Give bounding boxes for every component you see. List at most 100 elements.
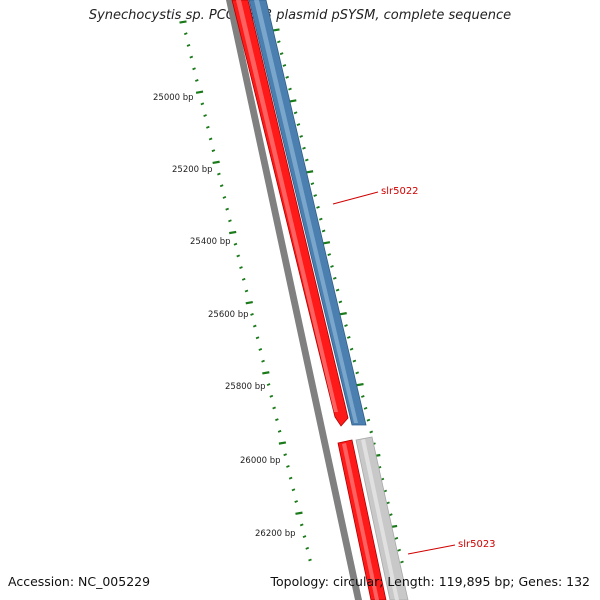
gc-tick	[245, 301, 253, 305]
gc-tick	[206, 125, 210, 129]
gc-tick	[302, 535, 307, 539]
gc-tick	[338, 300, 343, 304]
gc-tick	[335, 288, 340, 292]
gc-tick	[344, 324, 348, 327]
gc-tick	[229, 230, 237, 235]
gc-tick	[285, 75, 290, 79]
gc-tick	[332, 276, 337, 280]
gc-tick	[252, 324, 257, 328]
gc-tick	[366, 418, 371, 422]
gc-tick	[279, 52, 284, 56]
gc-tick	[397, 548, 402, 552]
gc-tick	[346, 335, 351, 339]
gc-tick	[278, 441, 287, 445]
gc-tick	[277, 429, 282, 433]
ruler-label: 25800 bp	[225, 382, 266, 392]
gc-tick	[269, 394, 274, 398]
gc-tick	[266, 383, 271, 387]
gc-tick	[255, 336, 260, 340]
gc-tick	[262, 371, 270, 375]
gc-tick	[228, 219, 232, 223]
gc-tick	[294, 500, 299, 503]
gc-tick	[250, 312, 254, 316]
gc-tick	[233, 242, 238, 246]
gc-tick	[313, 194, 318, 197]
gc-tick	[195, 90, 204, 94]
gene-slr5023-grey-block[interactable]	[355, 436, 409, 600]
gc-tick	[339, 312, 347, 316]
gc-tick	[217, 172, 221, 176]
gene-slr5022-red-highlight	[236, 0, 338, 412]
gc-tick	[239, 266, 243, 270]
gc-tick	[296, 123, 301, 127]
gc-tick	[363, 406, 368, 410]
gene-label-slr5023[interactable]: slr5023	[458, 539, 496, 550]
gc-tick	[304, 158, 309, 162]
gc-tick	[356, 382, 364, 387]
gc-tick	[349, 347, 354, 351]
gc-tick	[308, 558, 312, 562]
ruler-label: 26200 bp	[255, 529, 296, 539]
gc-tick	[288, 476, 293, 480]
ruler-label: 25000 bp	[153, 93, 194, 103]
gc-tick	[322, 241, 331, 245]
gc-tick	[327, 253, 332, 257]
ruler-label: 25600 bp	[208, 310, 249, 320]
gc-tick	[244, 289, 249, 293]
gc-tick	[222, 195, 227, 199]
gc-tick	[355, 371, 360, 375]
slr5023-callout-line	[407, 544, 456, 555]
ruler-labels: 25000 bp 25200 bp 25400 bp 25600 bp 2580…	[153, 93, 296, 539]
gc-tick	[208, 137, 213, 141]
gc-tick	[302, 146, 306, 150]
gc-tick	[192, 67, 196, 71]
gc-tick	[282, 64, 287, 67]
gc-tick	[219, 184, 224, 188]
gc-tick	[241, 277, 246, 281]
gc-tick	[276, 40, 281, 44]
gene-slr5022-blue-highlight	[254, 0, 358, 423]
slr5022-callout-line	[332, 191, 379, 205]
gc-tick	[400, 560, 404, 564]
gc-tick	[388, 513, 393, 517]
gc-skew-ticks-left	[179, 20, 312, 562]
gc-tick	[211, 149, 216, 153]
gc-tick	[189, 55, 194, 59]
gc-tick	[299, 134, 304, 138]
gc-tick	[330, 265, 334, 268]
gc-tick	[212, 160, 220, 165]
gc-tick	[283, 453, 287, 457]
gc-tick	[291, 488, 296, 492]
gc-tick	[295, 511, 303, 515]
gc-tick	[316, 205, 320, 209]
gc-tick	[286, 464, 290, 468]
gc-tick	[200, 102, 205, 106]
gc-tick	[288, 87, 292, 91]
gc-tick	[186, 43, 191, 47]
ruler-label: 25400 bp	[190, 237, 231, 247]
gc-tick	[289, 99, 297, 103]
ruler-label: 26000 bp	[240, 456, 281, 466]
gc-tick	[272, 406, 276, 410]
gene-slr5023-grey-highlight	[361, 439, 399, 600]
gc-tick	[305, 170, 314, 174]
gc-tick	[236, 254, 241, 258]
backbone-track	[226, 0, 362, 600]
gc-tick	[225, 207, 230, 211]
gc-skew-ticks-right	[272, 28, 404, 564]
gc-tick	[299, 523, 304, 527]
accession-text: Accession: NC_005229	[8, 574, 151, 589]
sequence-summary-text: Topology: circular; Length: 119,895 bp; …	[270, 574, 591, 589]
gc-tick	[179, 20, 187, 24]
gc-tick	[318, 217, 323, 221]
gene-label-slr5022[interactable]: slr5022	[381, 186, 419, 197]
gc-tick	[203, 114, 207, 118]
gc-tick	[394, 536, 399, 540]
gc-tick	[275, 418, 279, 422]
gc-tick	[310, 182, 315, 186]
gc-tick	[360, 395, 365, 398]
gc-tick	[305, 546, 310, 550]
gc-tick	[293, 111, 298, 115]
